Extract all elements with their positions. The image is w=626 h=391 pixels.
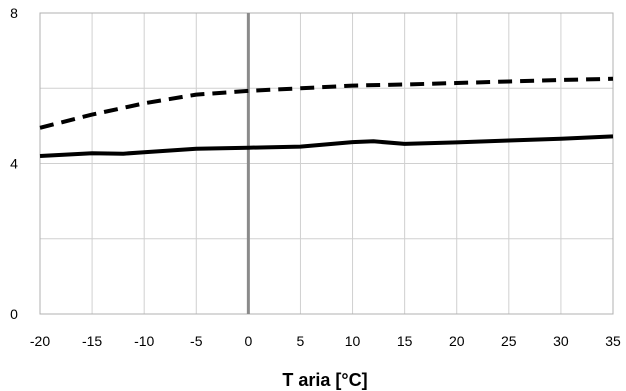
x-tick-label: 25 [501, 333, 517, 349]
x-tick-label: 10 [345, 333, 361, 349]
x-tick-label: -20 [30, 333, 50, 349]
x-tick-label: 0 [244, 333, 252, 349]
x-tick-label: -5 [190, 333, 203, 349]
y-tick-label: 0 [10, 306, 18, 322]
x-tick-labels: -20 -15 -10 -5 0 5 10 15 20 25 30 35 [30, 333, 621, 349]
x-tick-label: 30 [553, 333, 569, 349]
plot-frame [39, 12, 614, 315]
y-tick-labels: 0 4 8 [10, 5, 18, 322]
x-tick-label: 20 [449, 333, 465, 349]
x-axis-label: T aria [°C] [282, 370, 367, 390]
x-tick-label: 35 [605, 333, 621, 349]
x-tick-label: -10 [134, 333, 154, 349]
x-tick-label: 15 [397, 333, 413, 349]
series-line-solid [39, 134, 614, 158]
x-tick-label: -15 [82, 333, 102, 349]
grid-lines [39, 12, 614, 315]
plot-border [39, 12, 614, 315]
series-line-dashed [39, 76, 614, 130]
x-tick-label: 5 [297, 333, 305, 349]
y-tick-label: 8 [10, 5, 18, 21]
series-layer [39, 76, 614, 158]
y-tick-label: 4 [10, 156, 18, 172]
